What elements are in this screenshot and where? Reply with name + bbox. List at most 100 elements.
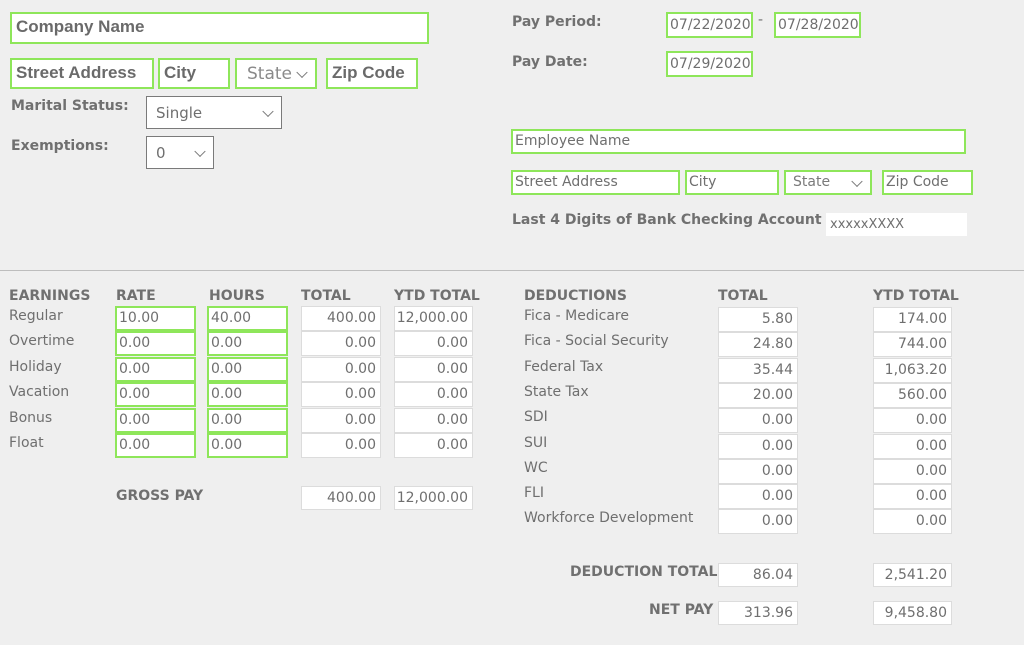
earnings-row-label: Holiday xyxy=(9,358,62,375)
deduction-row-label: State Tax xyxy=(524,383,589,400)
hours-field[interactable]: 0.00 xyxy=(207,356,288,382)
net-pay-total-field[interactable]: 313.96 xyxy=(718,601,798,625)
earnings-ytd-field[interactable]: 12,000.00 xyxy=(394,306,473,331)
earnings-total-field[interactable]: 0.00 xyxy=(301,331,381,357)
deduction-total-field[interactable]: 86.04 xyxy=(718,563,798,587)
deduction-ytd-field[interactable]: 744.00 xyxy=(873,332,952,358)
chevron-down-icon xyxy=(851,175,863,187)
employee-zip-field[interactable]: Zip Code xyxy=(882,170,973,195)
earnings-ytd-field[interactable]: 0.00 xyxy=(394,356,473,382)
deduction-ytd-field[interactable]: 0.00 xyxy=(873,408,952,434)
deduction-row-label: Federal Tax xyxy=(524,358,604,375)
earnings-ytd-header: YTD TOTAL xyxy=(394,288,480,304)
company-state-value: State xyxy=(247,64,292,84)
deductions-header: DEDUCTIONS xyxy=(524,288,627,304)
company-name-field[interactable]: Company Name xyxy=(10,12,429,44)
earnings-header: EARNINGS xyxy=(9,288,91,304)
rate-field[interactable]: 0.00 xyxy=(115,433,196,458)
rate-field[interactable]: 0.00 xyxy=(115,382,196,408)
earnings-row-label: Overtime xyxy=(9,333,75,350)
deduction-ytd-field[interactable]: 174.00 xyxy=(873,307,952,332)
deduction-ytd-field[interactable]: 0.00 xyxy=(873,509,952,535)
deduction-ytd-total-field[interactable]: 2,541.20 xyxy=(873,563,952,587)
pay-period-start-field[interactable]: 07/22/2020 xyxy=(666,12,753,38)
earnings-ytd-field[interactable]: 0.00 xyxy=(394,331,473,357)
earnings-row-label: Float xyxy=(9,435,44,451)
rate-field[interactable]: 10.00 xyxy=(115,306,196,331)
deduction-total-field[interactable]: 20.00 xyxy=(718,382,798,408)
earnings-row-label: Bonus xyxy=(9,409,53,426)
earnings-total-field[interactable]: 0.00 xyxy=(301,433,381,458)
deduction-total-field[interactable]: 5.80 xyxy=(718,307,798,332)
pay-period-end-field[interactable]: 07/28/2020 xyxy=(774,12,861,38)
deduction-row-label: WC xyxy=(524,459,548,476)
earnings-row-label: Regular xyxy=(9,308,63,324)
company-zip-field[interactable]: Zip Code xyxy=(326,58,418,89)
deduction-row-label: FLI xyxy=(524,485,544,502)
deduction-total-field[interactable]: 24.80 xyxy=(718,332,798,358)
bank-account-label: Last 4 Digits of Bank Checking Account xyxy=(512,212,822,228)
deduction-row-label: Fica - Social Security xyxy=(524,333,669,350)
marital-status-select[interactable]: Single xyxy=(146,96,282,129)
deduction-ytd-field[interactable]: 1,063.20 xyxy=(873,357,952,383)
pay-date-field[interactable]: 07/29/2020 xyxy=(666,51,753,77)
deduction-total-field[interactable]: 0.00 xyxy=(718,458,798,484)
rate-field[interactable]: 0.00 xyxy=(115,331,196,357)
net-pay-label: NET PAY xyxy=(649,602,714,618)
deduction-row-label: SUI xyxy=(524,434,548,451)
bank-account-field[interactable]: xxxxxXXXX xyxy=(826,213,967,236)
company-city-field[interactable]: City xyxy=(158,58,230,89)
marital-status-label: Marital Status: xyxy=(11,98,129,114)
earnings-total-field[interactable]: 0.00 xyxy=(301,407,381,433)
earnings-ytd-field[interactable]: 0.00 xyxy=(394,433,473,458)
pay-date-label: Pay Date: xyxy=(512,54,588,70)
exemptions-value: 0 xyxy=(156,144,166,162)
earnings-ytd-field[interactable]: 0.00 xyxy=(394,407,473,433)
rate-field[interactable]: 0.00 xyxy=(115,407,196,433)
marital-status-value: Single xyxy=(156,104,203,122)
hours-field[interactable]: 0.00 xyxy=(207,433,288,458)
exemptions-select[interactable]: 0 xyxy=(146,136,214,169)
hours-field[interactable]: 0.00 xyxy=(207,407,288,433)
deductions-ytd-header: YTD TOTAL xyxy=(873,288,959,304)
hours-field[interactable]: 40.00 xyxy=(207,306,288,331)
earnings-total-field[interactable]: 400.00 xyxy=(301,306,381,331)
deduction-ytd-field[interactable]: 0.00 xyxy=(873,433,952,459)
chevron-down-icon xyxy=(296,66,308,78)
deduction-row-label: SDI xyxy=(524,409,548,426)
employee-name-field[interactable]: Employee Name xyxy=(511,129,966,154)
rate-field[interactable]: 0.00 xyxy=(115,356,196,382)
deduction-total-field[interactable]: 0.00 xyxy=(718,433,798,459)
deduction-ytd-field[interactable]: 560.00 xyxy=(873,382,952,408)
employee-city-field[interactable]: City xyxy=(685,170,779,195)
pay-period-separator: - xyxy=(758,12,764,28)
gross-pay-total-field[interactable]: 400.00 xyxy=(301,486,381,510)
earnings-total-field[interactable]: 0.00 xyxy=(301,356,381,382)
earnings-total-field[interactable]: 0.00 xyxy=(301,382,381,408)
employee-state-select[interactable]: State xyxy=(784,170,872,195)
company-street-field[interactable]: Street Address xyxy=(10,58,154,89)
earnings-row-label: Vacation xyxy=(9,384,70,401)
earnings-ytd-field[interactable]: 0.00 xyxy=(394,382,473,408)
deductions-total-header: TOTAL xyxy=(718,288,768,304)
deduction-total-field[interactable]: 0.00 xyxy=(718,484,798,510)
hours-field[interactable]: 0.00 xyxy=(207,382,288,408)
deduction-total-field[interactable]: 0.00 xyxy=(718,509,798,535)
net-pay-ytd-field[interactable]: 9,458.80 xyxy=(873,601,952,625)
hours-header: HOURS xyxy=(209,288,265,304)
rate-header: RATE xyxy=(116,288,156,304)
earnings-total-header: TOTAL xyxy=(301,288,351,304)
employee-state-value: State xyxy=(793,174,831,190)
deduction-row-label: Workforce Development xyxy=(524,510,694,527)
deduction-total-label: DEDUCTION TOTAL xyxy=(570,564,718,580)
employee-street-field[interactable]: Street Address xyxy=(511,170,680,195)
deduction-total-field[interactable]: 0.00 xyxy=(718,408,798,434)
company-state-select[interactable]: State xyxy=(235,58,317,89)
deduction-ytd-field[interactable]: 0.00 xyxy=(873,484,952,510)
gross-pay-ytd-field[interactable]: 12,000.00 xyxy=(394,486,473,510)
chevron-down-icon xyxy=(194,145,206,157)
pay-period-label: Pay Period: xyxy=(512,14,602,30)
hours-field[interactable]: 0.00 xyxy=(207,331,288,357)
deduction-ytd-field[interactable]: 0.00 xyxy=(873,458,952,484)
deduction-total-field[interactable]: 35.44 xyxy=(718,357,798,383)
